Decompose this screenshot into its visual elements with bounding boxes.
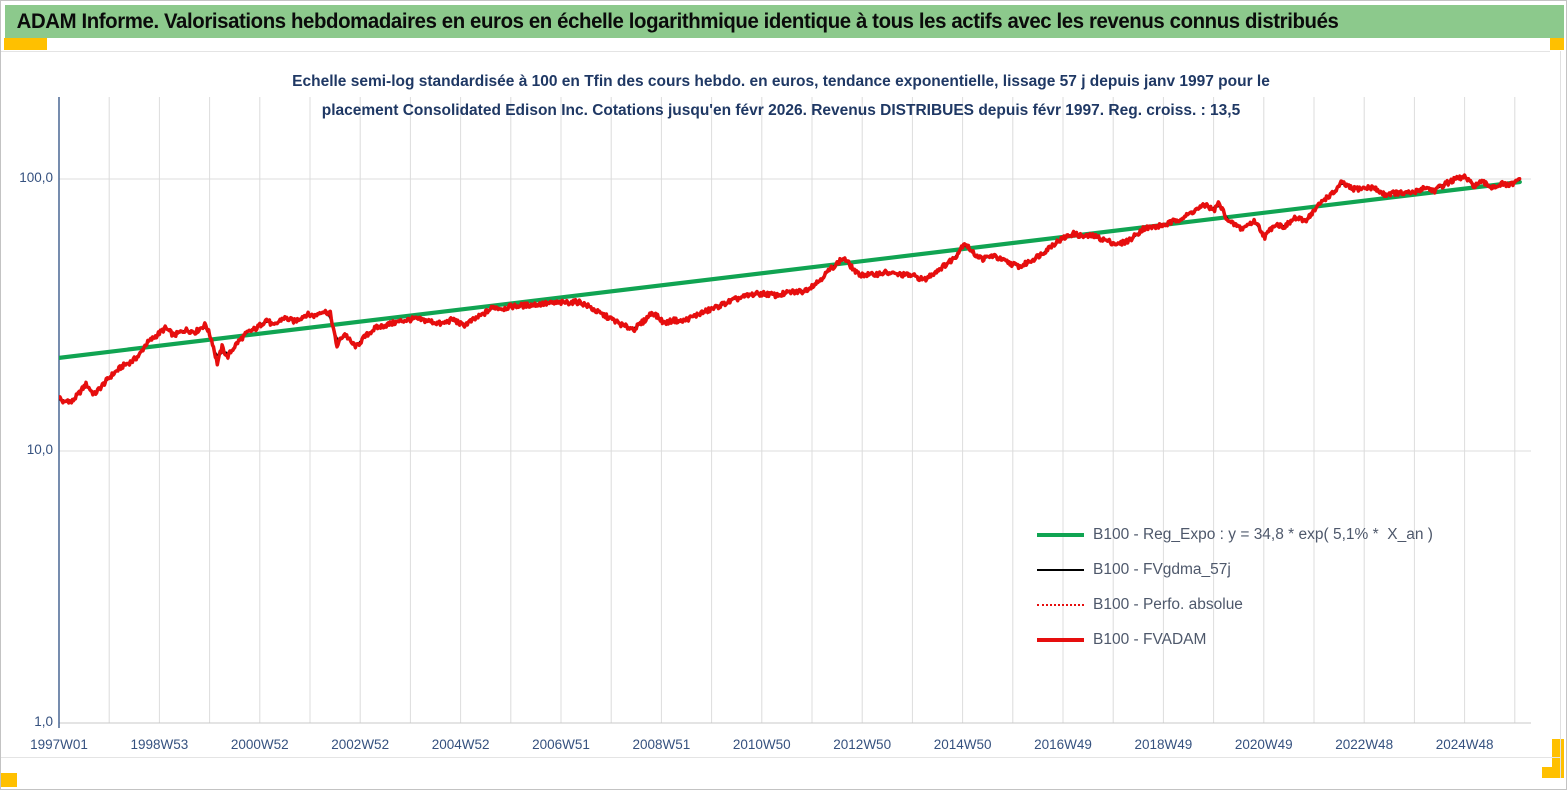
series-fvadam-line[interactable] (59, 173, 1522, 405)
x-tick-label: 2014W50 (933, 737, 992, 752)
x-tick-label: 2018W49 (1134, 737, 1193, 752)
legend-line-swatch-icon (1037, 603, 1084, 606)
legend-item[interactable]: B100 - FVADAM (1037, 622, 1433, 657)
x-tick-label: 2000W52 (230, 737, 289, 752)
chart-title-line2: placement Consolidated Edison Inc. Cotat… (321, 102, 1241, 119)
x-tick-label: 1998W53 (130, 737, 189, 752)
corner-marker-bottom-left (1, 773, 17, 787)
corner-marker-top-left (4, 38, 47, 50)
legend-line-swatch-icon (1037, 637, 1084, 642)
series-reg-expo-line[interactable] (59, 179, 1522, 360)
y-tick-label: 10,0 (26, 442, 53, 457)
x-tick-label: 1997W01 (30, 737, 88, 752)
legend-item-label: B100 - FVADAM (1093, 630, 1207, 648)
x-tick-label: 2012W50 (833, 737, 892, 752)
series-fvgdma-line[interactable] (59, 176, 1521, 403)
x-tick-label: 2010W50 (732, 737, 791, 752)
row-divider-top (1, 51, 1550, 52)
legend-item-label: B100 - Reg_Expo : y = 34,8 * exp( 5,1% *… (1093, 525, 1433, 543)
corner-marker-top-right (1550, 38, 1564, 50)
legend-item[interactable]: B100 - Perfo. absolue (1037, 587, 1433, 622)
chart-right-edge (1560, 51, 1561, 778)
x-tick-label: 2002W52 (331, 737, 390, 752)
x-tick-label: 2020W49 (1234, 737, 1293, 752)
y-tick-label: 100,0 (19, 170, 53, 185)
legend: B100 - Reg_Expo : y = 34,8 * exp( 5,1% *… (1037, 517, 1433, 657)
x-tick-label: 2008W51 (632, 737, 691, 752)
legend-line-swatch-icon (1037, 568, 1084, 571)
x-tick-label: 2004W52 (431, 737, 490, 752)
x-tick-label: 2024W48 (1435, 737, 1494, 752)
legend-item[interactable]: B100 - FVgdma_57j (1037, 552, 1433, 587)
chart-title: Echelle semi-log standardisée à 100 en T… (161, 67, 1401, 125)
title-banner: ADAM Informe. Valorisations hebdomadaire… (5, 5, 1564, 38)
chart-title-line1: Echelle semi-log standardisée à 100 en T… (292, 73, 1270, 90)
x-tick-label: 2016W49 (1034, 737, 1092, 752)
legend-item-label: B100 - FVgdma_57j (1093, 560, 1231, 578)
y-tick-label: 1,0 (34, 714, 53, 729)
x-tick-label: 2006W51 (532, 737, 590, 752)
banner-text: ADAM Informe. Valorisations hebdomadaire… (16, 9, 1339, 33)
legend-line-swatch-icon (1037, 532, 1084, 537)
legend-item[interactable]: B100 - Reg_Expo : y = 34,8 * exp( 5,1% *… (1037, 517, 1433, 552)
x-tick-label: 2022W48 (1335, 737, 1394, 752)
corner-marker-bottom-right-h (1542, 767, 1564, 778)
legend-item-label: B100 - Perfo. absolue (1093, 595, 1243, 613)
chart-bottom-edge (1, 757, 1560, 758)
